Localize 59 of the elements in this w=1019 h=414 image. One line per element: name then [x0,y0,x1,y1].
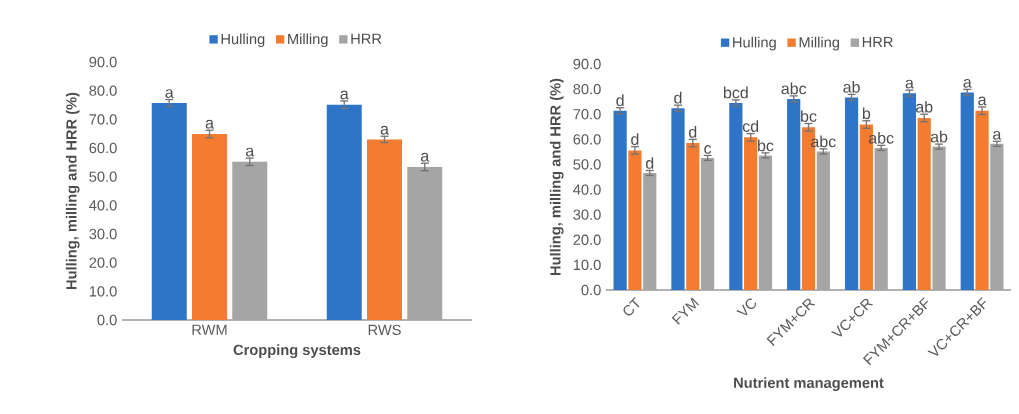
data-label: d [689,126,697,138]
y-tick-label: 30.0 [573,209,601,220]
y-tick-label: 0.0 [581,284,601,296]
y-tick-label: 80.0 [573,83,601,95]
y-axis-title: Hulling, milling and HRR (%) [549,78,564,276]
data-label: d [645,157,654,169]
legend-label: HRR [862,37,893,48]
legend-label: Hulling [221,33,265,48]
data-label: bc [758,139,774,152]
data-label: a [245,147,255,157]
data-label: a [905,79,914,89]
data-label: ab [843,81,860,93]
data-label: d [616,94,624,107]
data-label: a [165,89,174,98]
y-tick-label: 40.0 [89,200,117,211]
data-label: a [380,125,389,135]
x-axis-title: Cropping systems [233,344,361,358]
data-label: a [205,119,214,129]
data-label: d [631,133,639,146]
y-tick-label: 20.0 [573,234,601,245]
x-tick-label: VC [736,298,756,316]
data-label: ab [915,100,933,113]
legend-label: Hulling [733,36,776,51]
y-tick-label: 30.0 [89,228,117,240]
y-tick-label: 0.0 [97,314,117,326]
y-tick-label: 60.0 [89,142,117,154]
data-label: a [993,130,1002,140]
y-axis-title: Hulling, milling and HRR (%) [65,92,80,290]
data-label: bcd [723,86,748,99]
y-tick-label: 90.0 [573,58,601,70]
data-label: bc [801,110,817,122]
y-tick-label: 10.0 [89,286,117,297]
y-tick-label: 80.0 [89,85,117,96]
legend-label: Milling [288,33,328,48]
data-label: b [862,107,871,120]
y-tick-label: 90.0 [89,56,117,68]
data-label: cd [742,120,759,132]
data-label: a [340,90,349,100]
legend-label: HRR [351,33,382,44]
data-label: c [704,145,712,154]
legend-label: Milling [799,36,840,51]
data-label: abc [781,82,807,95]
x-tick-label: RWM [192,324,227,335]
data-label: a [963,79,972,88]
data-label: a [978,96,987,106]
y-tick-label: 70.0 [573,109,601,120]
y-tick-label: 40.0 [573,184,601,195]
x-axis-title: Nutrient management [734,377,884,391]
data-label: d [674,91,682,104]
y-tick-label: 50.0 [573,159,601,170]
data-label: a [420,152,430,162]
y-tick-label: 70.0 [89,114,117,125]
data-label: ab [930,130,948,143]
x-tick-label: RWS [368,324,401,336]
y-tick-label: 10.0 [573,259,601,271]
y-tick-label: 50.0 [89,171,117,182]
y-tick-label: 60.0 [573,134,601,145]
x-tick-label: CT [623,297,640,316]
y-tick-label: 20.0 [89,257,117,268]
